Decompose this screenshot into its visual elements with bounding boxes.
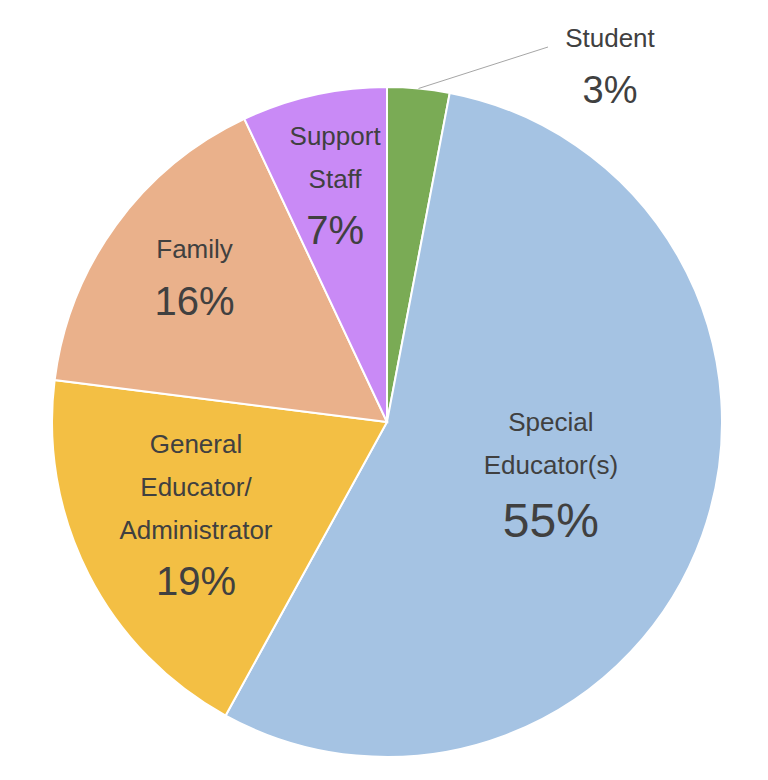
category-label: Support Staff bbox=[290, 121, 382, 194]
pie bbox=[52, 87, 722, 757]
category-label-line: General bbox=[150, 429, 243, 459]
category-label: Family bbox=[156, 234, 233, 264]
value-label: 55% bbox=[503, 494, 599, 547]
category-label-line: Staff bbox=[309, 164, 363, 194]
category-label-line: Student bbox=[565, 23, 655, 53]
labels: Student 3% Special Educator(s) 55% General Edu… bbox=[119, 23, 655, 603]
category-label-line: Educator(s) bbox=[484, 450, 618, 480]
category-label-line: Family bbox=[156, 234, 233, 264]
chart: Student 3% Special Educator(s) 55% General Edu… bbox=[0, 0, 768, 780]
leader-line bbox=[419, 47, 548, 88]
category-label: Student bbox=[565, 23, 655, 53]
category-label-line: Administrator bbox=[119, 515, 272, 545]
category-label-line: Support bbox=[290, 121, 382, 151]
value-label: 3% bbox=[583, 69, 638, 111]
value-label: 19% bbox=[156, 559, 236, 603]
pie-slice bbox=[244, 87, 387, 422]
category-label-line: Special bbox=[508, 407, 593, 437]
category-label-line: Educator/ bbox=[140, 472, 252, 502]
category-label: General Educator/Administrator bbox=[119, 429, 272, 545]
category-label: Special Educator(s) bbox=[484, 407, 618, 480]
pie-slice bbox=[52, 380, 387, 716]
value-label: 7% bbox=[306, 208, 364, 252]
value-label: 16% bbox=[155, 279, 235, 323]
